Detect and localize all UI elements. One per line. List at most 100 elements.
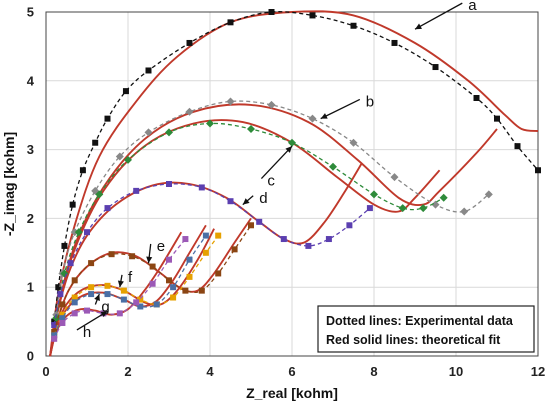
data-point-h bbox=[59, 319, 66, 326]
data-point-e bbox=[166, 277, 172, 284]
data-point-h bbox=[182, 236, 189, 243]
data-point-e bbox=[182, 287, 189, 294]
annotation-arrowhead-d bbox=[242, 198, 250, 205]
data-point-a bbox=[92, 139, 99, 146]
data-point-h bbox=[116, 310, 123, 317]
experimental-line-a bbox=[53, 11, 539, 322]
data-point-d bbox=[104, 205, 111, 212]
data-point-a bbox=[227, 19, 234, 26]
data-point-d bbox=[67, 260, 74, 267]
grid bbox=[45, 11, 539, 357]
data-point-a bbox=[514, 143, 521, 150]
curve-label-f: f bbox=[128, 269, 133, 286]
data-point-e bbox=[59, 301, 66, 308]
x-tick-label: 2 bbox=[124, 364, 131, 379]
data-point-g bbox=[88, 291, 95, 298]
annotation-arrowhead-f bbox=[117, 280, 124, 288]
data-point-c bbox=[206, 119, 214, 128]
data-point-b bbox=[431, 200, 440, 209]
data-point-a bbox=[350, 22, 357, 29]
data-point-g bbox=[186, 256, 193, 263]
x-axis-label: Z_real [kohm] bbox=[246, 385, 338, 401]
data-point-b bbox=[267, 100, 276, 109]
curve-label-a: a bbox=[468, 0, 477, 14]
data-point-f bbox=[120, 287, 127, 294]
data-point-f bbox=[71, 294, 78, 301]
legend-entry-fit: Red solid lines: theoretical fit bbox=[326, 333, 501, 347]
data-point-a bbox=[535, 167, 541, 174]
annotation-arrow-b bbox=[320, 98, 361, 120]
data-point-b bbox=[115, 152, 124, 161]
data-point-b bbox=[460, 207, 469, 216]
data-point-a bbox=[268, 9, 275, 15]
data-point-e bbox=[71, 277, 78, 284]
data-point-e bbox=[248, 222, 254, 229]
data-point-b bbox=[144, 128, 153, 137]
data-point-c bbox=[419, 204, 428, 213]
data-point-d bbox=[227, 198, 234, 205]
data-point-e bbox=[198, 287, 205, 294]
data-point-a bbox=[186, 39, 193, 46]
experimental-line-b bbox=[55, 100, 490, 315]
data-point-c bbox=[439, 193, 448, 202]
data-point-f bbox=[59, 311, 66, 318]
data-point-b bbox=[226, 97, 235, 106]
data-point-h bbox=[51, 335, 58, 342]
data-point-f bbox=[88, 284, 95, 291]
experimental-line-h bbox=[53, 238, 186, 340]
data-point-g bbox=[104, 291, 111, 298]
curve-label-d: d bbox=[259, 190, 267, 207]
data-point-e bbox=[231, 246, 238, 253]
legend-entry-experimental: Dotted lines: Experimental data bbox=[326, 314, 514, 328]
y-tick-label: 5 bbox=[27, 5, 34, 20]
annotation-arrowhead-a bbox=[415, 23, 422, 30]
annotation-arrowhead-b bbox=[320, 113, 328, 119]
data-point-d bbox=[256, 218, 263, 225]
data-point-d bbox=[280, 236, 287, 243]
data-point-g bbox=[170, 284, 177, 291]
curve-label-g: g bbox=[101, 298, 109, 315]
data-point-b bbox=[308, 114, 317, 123]
data-point-c bbox=[95, 190, 104, 199]
data-point-b bbox=[185, 107, 194, 116]
data-point-d bbox=[51, 322, 58, 329]
data-point-b bbox=[484, 190, 493, 199]
x-tick-label: 10 bbox=[449, 364, 463, 379]
data-point-e bbox=[51, 328, 58, 335]
data-point-a bbox=[79, 167, 86, 174]
data-point-d bbox=[133, 187, 140, 194]
data-point-f bbox=[104, 282, 111, 289]
data-point-f bbox=[202, 249, 209, 256]
data-point-g bbox=[153, 301, 160, 308]
data-point-e bbox=[215, 270, 222, 277]
annotation-arrowhead-g bbox=[94, 294, 100, 302]
data-point-h bbox=[84, 307, 90, 314]
data-point-h bbox=[166, 256, 172, 263]
annotation-arrow-c bbox=[260, 145, 293, 180]
x-tick-label: 0 bbox=[42, 364, 49, 379]
data-point-a bbox=[104, 115, 111, 122]
y-tick-label: 4 bbox=[27, 73, 35, 88]
curve-label-c: c bbox=[267, 173, 275, 190]
data-point-a bbox=[61, 242, 68, 249]
data-point-h bbox=[149, 280, 156, 287]
fit-curve-b bbox=[49, 103, 498, 357]
data-point-a bbox=[473, 95, 480, 101]
x-tick-label: 6 bbox=[288, 364, 295, 379]
data-point-c bbox=[398, 204, 407, 213]
annotation-arrowhead-e bbox=[146, 256, 153, 264]
annotation-arrowhead-h bbox=[100, 311, 108, 318]
data-point-c bbox=[288, 138, 296, 147]
curve-label-e: e bbox=[157, 238, 165, 255]
data-point-d bbox=[84, 229, 90, 236]
curve-label-h: h bbox=[83, 324, 91, 341]
data-point-c bbox=[370, 190, 378, 199]
data-point-f bbox=[170, 294, 177, 301]
data-point-d bbox=[305, 242, 312, 249]
data-point-b bbox=[349, 138, 358, 147]
data-point-a bbox=[55, 284, 62, 291]
data-point-c bbox=[74, 228, 83, 237]
data-point-a bbox=[494, 115, 500, 122]
fit-curve-a bbox=[49, 10, 539, 357]
data-point-g bbox=[137, 303, 144, 310]
